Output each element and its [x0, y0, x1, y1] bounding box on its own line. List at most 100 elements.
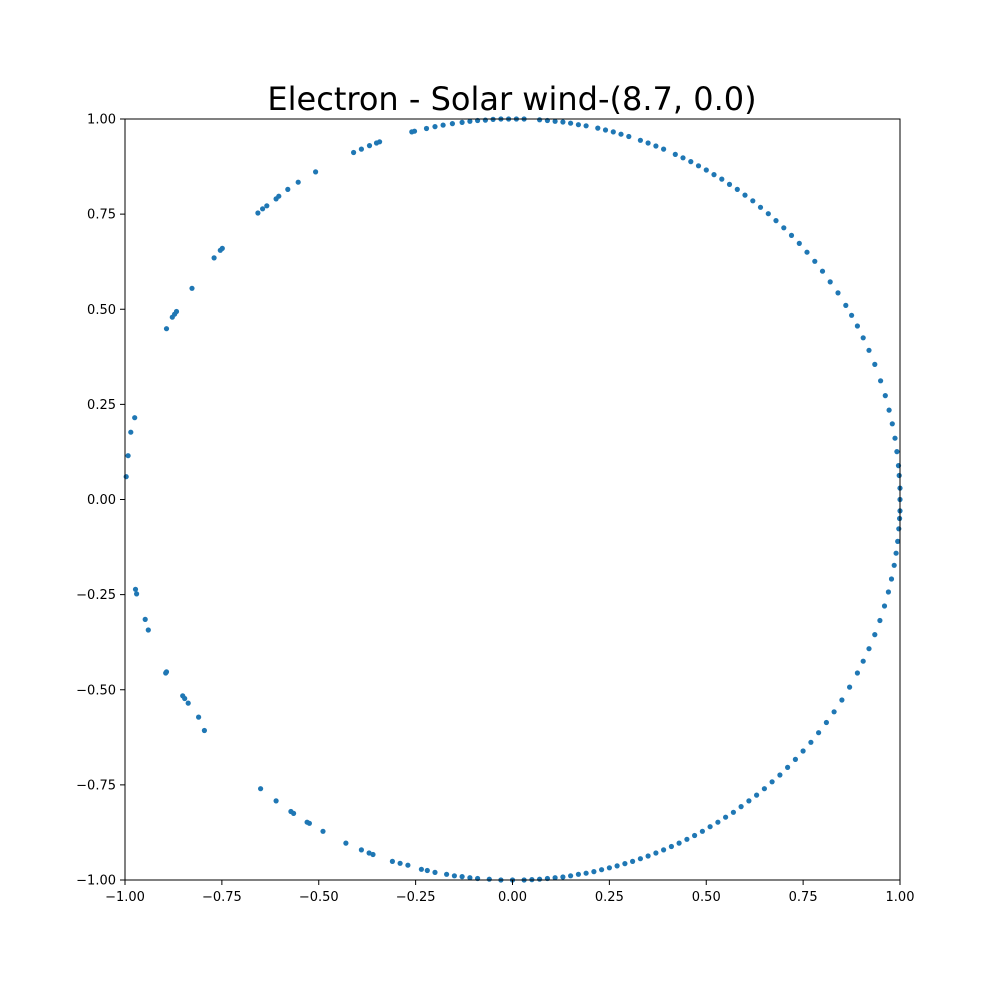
- data-point: [804, 249, 810, 255]
- data-point: [219, 245, 225, 251]
- data-point: [777, 772, 783, 778]
- data-point: [467, 875, 473, 881]
- data-point: [888, 576, 895, 582]
- data-point: [630, 858, 636, 865]
- data-point: [258, 786, 264, 792]
- y-tick-label: −1.00: [76, 874, 116, 889]
- data-point: [715, 819, 721, 825]
- data-point: [626, 133, 632, 140]
- data-point: [397, 860, 403, 866]
- x-tick-label: 0.75: [789, 890, 818, 905]
- data-point: [389, 858, 395, 865]
- data-point: [761, 786, 768, 792]
- data-point: [189, 285, 195, 291]
- data-point: [366, 850, 372, 856]
- data-point: [614, 863, 620, 869]
- y-tick-label: 1.00: [87, 113, 116, 128]
- data-point: [893, 550, 899, 556]
- data-point: [699, 828, 706, 834]
- y-tick-label: 0.00: [87, 493, 116, 508]
- data-point: [695, 163, 702, 169]
- data-point: [726, 181, 733, 187]
- data-point: [637, 856, 644, 862]
- x-tick-label: −0.50: [299, 890, 339, 905]
- data-point: [637, 137, 644, 143]
- data-point: [835, 290, 841, 296]
- data-point: [808, 739, 814, 745]
- data-point: [173, 308, 180, 315]
- data-point: [819, 268, 826, 274]
- data-point: [320, 828, 326, 834]
- data-point: [313, 169, 319, 175]
- data-point: [839, 697, 845, 703]
- data-point: [896, 472, 902, 479]
- data-point: [583, 870, 589, 876]
- data-point: [645, 140, 651, 146]
- data-point: [889, 421, 895, 427]
- data-point: [769, 779, 775, 785]
- data-point: [885, 589, 892, 595]
- data-point: [692, 832, 698, 839]
- data-point: [128, 429, 134, 435]
- data-point: [377, 139, 383, 145]
- data-point: [742, 192, 748, 198]
- data-point: [575, 871, 582, 877]
- data-point: [537, 117, 543, 123]
- data-point: [196, 714, 202, 720]
- x-tick-label: 0.50: [692, 890, 721, 905]
- y-tick-label: −0.50: [76, 683, 116, 698]
- data-point: [560, 874, 566, 880]
- data-point: [750, 198, 756, 204]
- data-point: [273, 798, 279, 804]
- data-point: [653, 850, 659, 856]
- y-tick-label: 0.75: [87, 208, 116, 223]
- data-point: [142, 616, 148, 623]
- data-point: [785, 764, 791, 771]
- data-point: [370, 851, 376, 858]
- data-point: [680, 155, 686, 161]
- data-point: [792, 756, 799, 763]
- data-point: [568, 873, 574, 879]
- data-point: [459, 874, 465, 880]
- x-tick-label: 1.00: [886, 890, 915, 905]
- data-point: [788, 232, 795, 238]
- plot-frame: [124, 118, 901, 881]
- data-point: [432, 124, 438, 130]
- data-point: [467, 118, 473, 124]
- data-point: [343, 840, 349, 846]
- data-point: [201, 727, 207, 734]
- data-point: [661, 146, 667, 152]
- data-point: [459, 119, 465, 125]
- data-point: [418, 866, 424, 872]
- data-point: [711, 172, 717, 178]
- x-tick-label: −0.25: [396, 890, 436, 905]
- data-point: [482, 117, 488, 123]
- data-point: [185, 700, 191, 706]
- data-point: [872, 632, 878, 638]
- data-point: [602, 127, 609, 133]
- x-tick-label: −1.00: [105, 890, 145, 905]
- data-point: [860, 335, 866, 341]
- data-point: [449, 121, 455, 127]
- data-point: [827, 279, 833, 285]
- data-point: [125, 453, 131, 459]
- data-point: [610, 129, 616, 135]
- x-tick-label: 0.00: [498, 890, 527, 905]
- data-point: [684, 836, 690, 842]
- data-point: [878, 378, 884, 384]
- data-point: [560, 119, 566, 125]
- data-point: [672, 151, 678, 157]
- y-tick-label: −0.25: [76, 588, 116, 603]
- data-point: [568, 120, 574, 126]
- data-point: [599, 867, 605, 873]
- data-point: [823, 719, 830, 726]
- data-point: [583, 123, 589, 129]
- data-point: [849, 312, 855, 318]
- data-point: [881, 603, 888, 609]
- data-point: [860, 658, 866, 664]
- y-axis-ticks: −1.00 −0.75 −0.50 −0.25 0.00 0.25 0.50 0.75 1.00: [76, 113, 125, 889]
- data-point: [358, 146, 364, 152]
- data-point: [288, 808, 294, 815]
- data-point: [351, 149, 357, 156]
- data-point: [866, 646, 872, 652]
